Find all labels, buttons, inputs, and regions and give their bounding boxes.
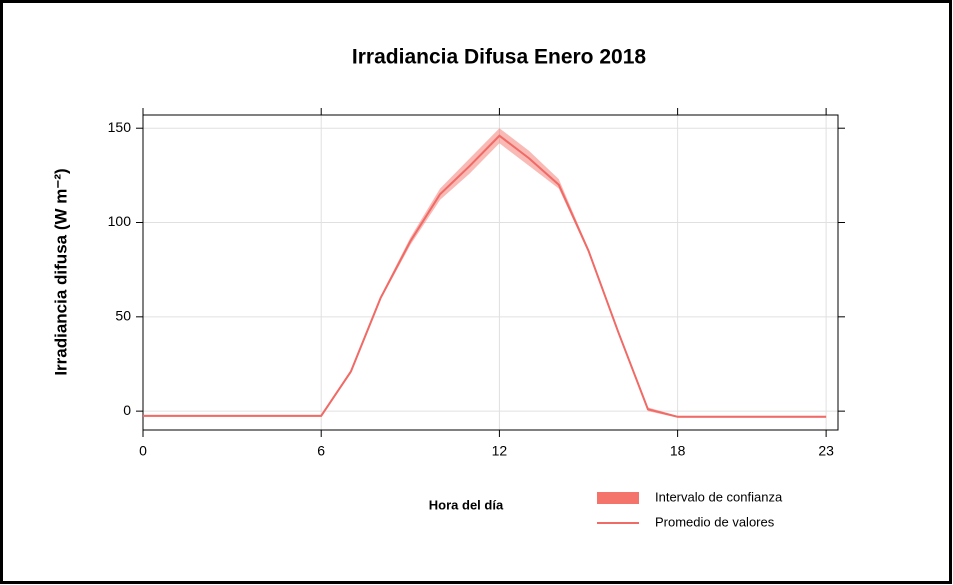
y-tick-label: 150 [108, 119, 132, 135]
x-tick-label: 12 [492, 443, 508, 459]
x-tick-label: 23 [818, 443, 834, 459]
chart-title: Irradiancia Difusa Enero 2018 [352, 46, 646, 69]
y-tick-label: 50 [115, 308, 131, 324]
x-tick-label: 6 [317, 443, 325, 459]
legend-label: Promedio de valores [655, 514, 775, 529]
y-tick-label: 0 [123, 402, 131, 418]
y-axis-label: Irradiancia difusa (W m⁻²) [51, 168, 70, 375]
line [143, 134, 827, 418]
x-axis-label: Hora del día [429, 497, 504, 512]
legend-label: Intervalo de confianza [655, 489, 783, 504]
y-tick-label: 100 [108, 213, 132, 229]
legend-swatch [597, 492, 639, 504]
x-tick-label: 18 [670, 443, 686, 459]
x-tick-label: 0 [139, 443, 147, 459]
plot-border [142, 114, 839, 431]
